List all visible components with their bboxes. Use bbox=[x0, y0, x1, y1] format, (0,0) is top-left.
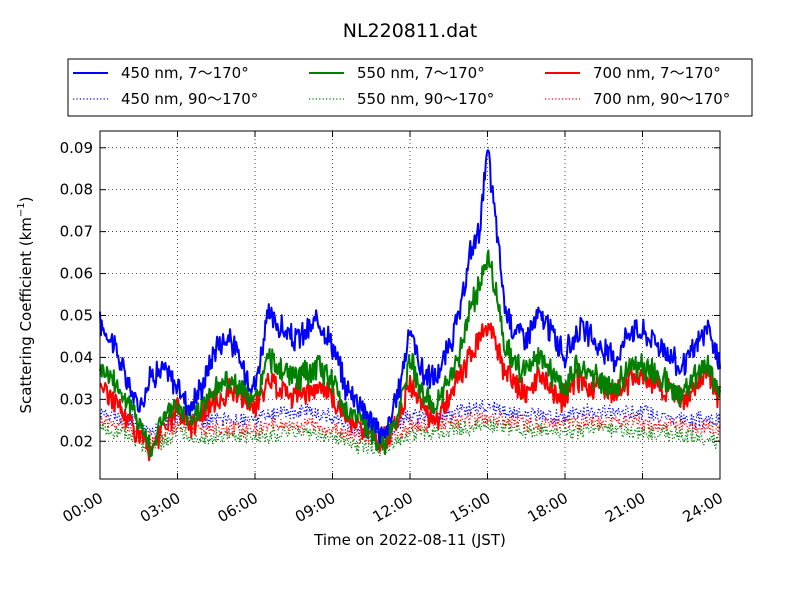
x-tick-label: 09:00 bbox=[292, 489, 338, 526]
y-tick-label: 0.09 bbox=[60, 139, 93, 157]
y-tick-label: 0.04 bbox=[60, 348, 93, 366]
x-tick-label: 21:00 bbox=[602, 489, 648, 526]
series-line-3 bbox=[99, 400, 721, 445]
y-axis-label: Scattering Coefficient (km−1) bbox=[16, 196, 35, 413]
legend-label: 550 nm, 7～170° bbox=[357, 64, 485, 82]
x-axis-label: Time on 2022-08-11 (JST) bbox=[313, 531, 506, 549]
y-tick-label: 0.03 bbox=[60, 390, 93, 408]
legend-label: 450 nm, 90～170° bbox=[121, 90, 258, 108]
x-tick-label: 00:00 bbox=[60, 489, 106, 526]
x-tick-label: 24:00 bbox=[680, 489, 726, 526]
x-tick-label: 06:00 bbox=[215, 489, 261, 526]
y-tick-label: 0.06 bbox=[60, 265, 93, 283]
series-line-1 bbox=[99, 249, 721, 458]
y-axis-label-main: Scattering Coefficient (km bbox=[17, 217, 35, 413]
x-tick-label: 03:00 bbox=[137, 489, 183, 526]
y-tick-label: 0.07 bbox=[60, 223, 93, 241]
legend-label: 700 nm, 7～170° bbox=[593, 64, 721, 82]
chart-title: NL220811.dat bbox=[343, 20, 478, 42]
series-line-5 bbox=[99, 410, 721, 449]
y-axis: 0.02 0.03 0.04 0.05 0.06 0.07 0.08 0.09 bbox=[60, 139, 720, 450]
legend-label: 550 nm, 90～170° bbox=[357, 90, 494, 108]
legend-box bbox=[67, 58, 753, 117]
y-axis-label-end: ) bbox=[17, 196, 35, 202]
y-tick-label: 0.02 bbox=[60, 432, 93, 450]
y-tick-label: 0.05 bbox=[60, 306, 93, 324]
series-layer bbox=[99, 149, 721, 462]
x-tick-label: 12:00 bbox=[370, 489, 416, 526]
legend-label: 450 nm, 7～170° bbox=[121, 64, 249, 82]
x-tick-label: 18:00 bbox=[525, 489, 571, 526]
legend-label: 700 nm, 90～170° bbox=[593, 90, 730, 108]
y-axis-label-sup: −1 bbox=[16, 202, 27, 217]
series-line-2 bbox=[99, 322, 721, 462]
series-line-0 bbox=[99, 149, 721, 444]
x-tick-label: 15:00 bbox=[447, 489, 493, 526]
legend: 450 nm, 7～170° 450 nm, 90～170° 550 nm, 7～1… bbox=[67, 58, 753, 117]
y-tick-label: 0.08 bbox=[60, 181, 93, 199]
